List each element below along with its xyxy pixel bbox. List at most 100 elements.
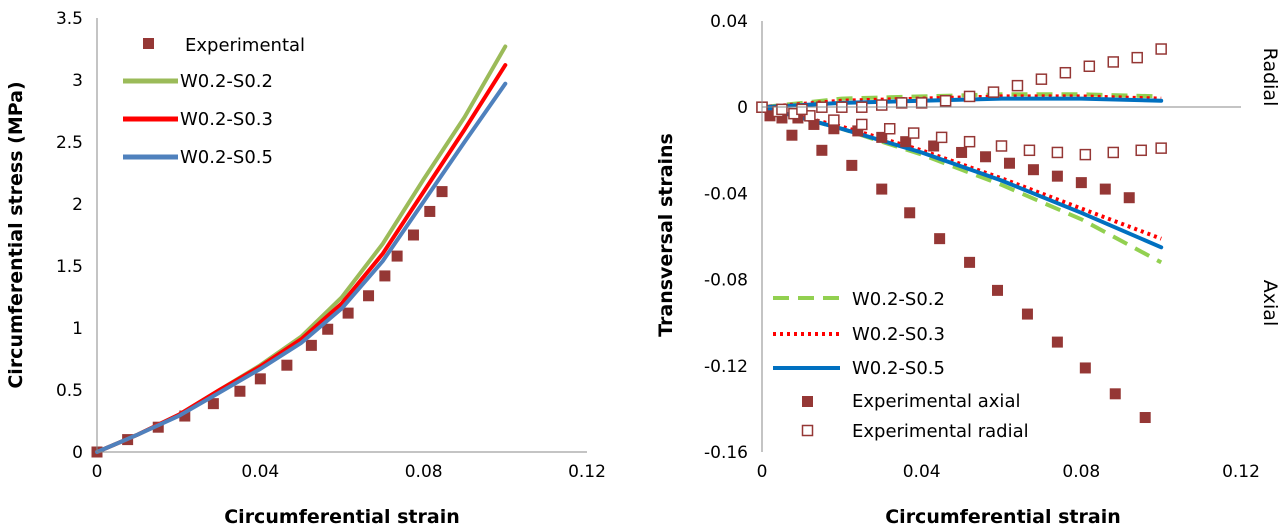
data-point (1123, 192, 1135, 204)
data-point (1023, 144, 1036, 157)
right-legend-label-s02: W0.2-S0.2 (852, 289, 945, 310)
right-legend: W0.2-S0.2 W0.2-S0.3 W0.2-S0.5 Experiment… (773, 289, 1029, 442)
x-tick-label: 0.08 (1062, 462, 1100, 482)
right-legend-label-radial: Experimental radial (852, 421, 1029, 442)
left-legend-label-experimental: Experimental (185, 35, 305, 56)
data-point (876, 183, 888, 195)
y-tick-label: -0.16 (704, 443, 748, 463)
y-tick-label: 1.5 (56, 257, 83, 277)
x-tick-label: 0 (92, 462, 103, 482)
series-line (95, 44, 508, 454)
left-marker-layer (95, 44, 508, 454)
data-point (964, 256, 976, 268)
x-tick-label: 0.08 (405, 462, 443, 482)
right-x-ticks: 0 0.04 0.08 0.12 (757, 462, 1260, 482)
data-point (776, 112, 788, 124)
y-tick-label: 3.5 (56, 9, 83, 29)
data-point (980, 151, 992, 163)
data-point (934, 233, 946, 245)
data-point (876, 99, 888, 111)
data-point (828, 123, 840, 135)
data-point (1107, 146, 1120, 159)
data-point (281, 359, 293, 371)
left-y-axis-label: Circumferential stress (MPa) (5, 81, 27, 388)
data-point (305, 339, 317, 351)
data-point (1135, 144, 1147, 157)
left-legend-label-s05: W0.2-S0.5 (180, 147, 273, 168)
data-point (424, 205, 436, 217)
right-x-axis-label: Circumferential strain (885, 506, 1121, 528)
data-point (1109, 388, 1121, 400)
data-point (234, 385, 246, 397)
right-legend-label-s05: W0.2-S0.5 (852, 358, 945, 379)
y-tick-label: 0.04 (710, 12, 748, 32)
y-tick-label: 0 (72, 443, 83, 463)
data-point (1139, 412, 1151, 424)
data-point (883, 123, 896, 135)
data-point (907, 127, 920, 139)
data-point (436, 186, 448, 198)
data-point (900, 136, 912, 148)
right-side-label-axial: Axial (1259, 280, 1281, 326)
series-line-axial (760, 105, 1164, 250)
series-line-axial (761, 105, 1163, 265)
right-legend-marker-axial (802, 396, 813, 407)
y-tick-label: -0.04 (704, 184, 748, 204)
y-tick-label: 0 (737, 98, 748, 118)
data-point (1011, 79, 1024, 92)
data-point (808, 118, 820, 130)
data-point (391, 250, 403, 262)
data-point (1051, 336, 1063, 348)
left-legend: Experimental W0.2-S0.2 W0.2-S0.3 W0.2-S0… (123, 35, 305, 168)
left-x-axis-label: Circumferential strain (224, 506, 460, 528)
data-point (895, 97, 908, 109)
data-point (1075, 177, 1087, 189)
x-tick-label: 0.12 (568, 462, 606, 482)
data-point (804, 110, 816, 122)
data-point (407, 229, 419, 241)
data-point (363, 290, 375, 302)
series-line-radial (760, 96, 1164, 110)
right-series-layer (760, 92, 1164, 265)
y-tick-label: -0.08 (704, 271, 748, 291)
data-point (254, 373, 266, 385)
x-tick-label: 0.04 (241, 462, 279, 482)
data-point (764, 110, 776, 122)
y-tick-label: -0.12 (704, 357, 748, 377)
data-point (1099, 183, 1111, 195)
data-point (1083, 60, 1096, 73)
data-point (1021, 308, 1033, 320)
data-point (846, 159, 858, 171)
right-marker-layer (756, 43, 1167, 424)
data-point (956, 146, 968, 158)
data-point (1107, 56, 1120, 68)
data-point (796, 103, 808, 116)
data-point (876, 131, 888, 143)
data-point (1131, 51, 1143, 64)
series-line (95, 63, 508, 454)
data-point (1027, 164, 1039, 176)
data-point (987, 86, 1000, 98)
left-legend-label-s02: W0.2-S0.2 (180, 71, 273, 92)
data-point (904, 207, 916, 219)
right-chart: 0 0.04 0.08 0.12 0.040-0.04-0.08-0.12-0.16 … (655, 12, 1281, 528)
data-point (1051, 170, 1063, 182)
left-y-ticks: 0 0.5 1 1.5 2 2.5 3 3.5 (56, 9, 83, 463)
left-chart: 0 0.04 0.08 0.12 0 0.5 1 1.5 2 2.5 3 3.5 Circumfer… (5, 9, 606, 528)
right-legend-label-axial: Experimental axial (852, 391, 1020, 412)
left-legend-label-s03: W0.2-S0.3 (180, 109, 273, 130)
data-point (1155, 142, 1167, 154)
data-point (1079, 148, 1092, 161)
data-point (322, 323, 334, 335)
data-point (939, 94, 952, 107)
y-tick-label: 3 (72, 71, 83, 91)
data-point (828, 114, 840, 126)
data-point (963, 135, 976, 148)
series-line (95, 81, 508, 454)
data-point (1051, 146, 1064, 159)
data-point (1035, 73, 1048, 85)
data-point (852, 125, 864, 137)
data-point (928, 140, 940, 152)
data-point (379, 270, 391, 282)
x-tick-label: 0 (757, 462, 768, 482)
